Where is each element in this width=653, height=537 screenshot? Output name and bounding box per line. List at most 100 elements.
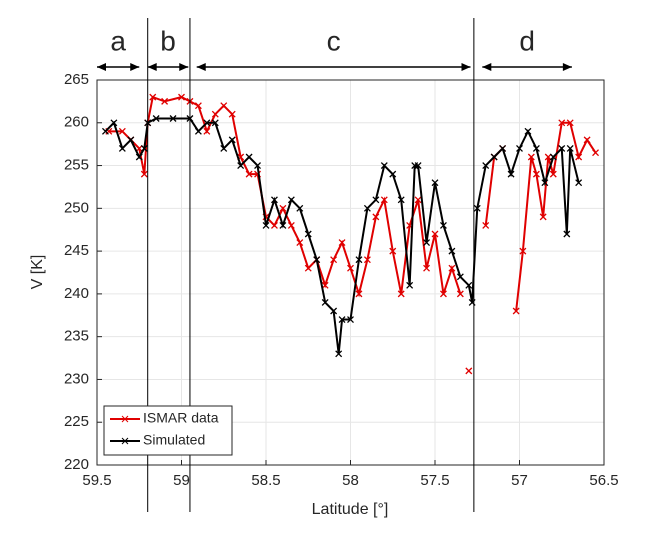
data-marker: [203, 127, 211, 135]
x-tick-label: 59.5: [82, 472, 111, 489]
data-marker: [532, 170, 540, 178]
data-marker: [473, 204, 481, 212]
data-marker: [558, 144, 566, 152]
y-tick-label: 235: [64, 328, 89, 345]
data-marker: [512, 307, 520, 315]
y-tick-label: 225: [64, 413, 89, 430]
data-marker: [330, 256, 338, 264]
plot-frame: [96, 79, 605, 466]
data-marker: [254, 162, 262, 170]
data-marker: [549, 153, 557, 161]
data-marker: [389, 170, 397, 178]
arrow-head: [179, 63, 189, 71]
data-marker: [363, 256, 371, 264]
region-label: d: [519, 25, 535, 56]
data-marker: [372, 196, 380, 204]
data-marker: [287, 196, 295, 204]
data-marker: [313, 256, 321, 264]
legend-label: ISMAR data: [143, 410, 219, 426]
data-marker: [194, 102, 202, 110]
x-tick-label: 58: [342, 472, 359, 489]
data-marker: [482, 221, 490, 229]
data-marker: [135, 153, 143, 161]
data-marker: [211, 119, 219, 127]
data-marker: [347, 316, 354, 324]
data-marker: [287, 221, 295, 229]
data-marker: [304, 230, 312, 238]
data-marker: [228, 110, 236, 118]
data-marker: [194, 127, 202, 135]
x-axis-label: Latitude [°]: [312, 501, 389, 518]
y-tick-label: 245: [64, 242, 89, 259]
data-marker: [397, 196, 405, 204]
legend-marker: [121, 415, 129, 423]
y-tick-label: 220: [64, 456, 89, 473]
data-marker: [406, 281, 414, 289]
data-marker: [363, 204, 371, 212]
data-marker: [203, 119, 211, 127]
data-marker: [355, 256, 363, 264]
data-marker: [389, 247, 397, 255]
data-marker: [519, 247, 527, 255]
y-tick-label: 250: [64, 199, 89, 216]
data-marker: [335, 350, 343, 358]
data-marker: [140, 170, 148, 178]
arrow-head: [562, 63, 572, 71]
data-marker: [439, 221, 447, 229]
region-label: a: [110, 25, 126, 56]
data-marker: [482, 162, 490, 170]
data-marker: [507, 170, 515, 178]
data-marker: [527, 153, 535, 161]
data-marker: [448, 247, 456, 255]
y-tick-label: 240: [64, 285, 89, 302]
data-marker: [439, 290, 447, 298]
arrow-head: [147, 63, 157, 71]
data-marker: [380, 162, 388, 170]
data-marker: [558, 119, 566, 127]
x-tick-label: 59: [173, 472, 190, 489]
data-marker: [296, 204, 304, 212]
x-tick-label: 57.5: [420, 472, 449, 489]
data-marker: [372, 213, 380, 221]
data-marker: [532, 144, 540, 152]
region-label: b: [160, 25, 176, 56]
legend-label: Simulated: [143, 432, 205, 448]
data-marker: [110, 119, 118, 127]
arrow-head: [482, 63, 492, 71]
arrow-head: [130, 63, 140, 71]
data-marker: [583, 136, 591, 144]
region-label: c: [327, 25, 341, 56]
data-marker: [465, 281, 473, 289]
data-marker: [541, 179, 549, 187]
data-marker: [140, 144, 148, 152]
data-marker: [338, 239, 346, 247]
data-marker: [499, 144, 507, 152]
data-marker: [544, 153, 552, 161]
data-marker: [338, 316, 346, 324]
data-marker: [539, 213, 547, 221]
data-marker: [414, 162, 422, 170]
data-marker: [592, 149, 600, 157]
data-marker: [423, 264, 431, 272]
data-marker: [270, 196, 278, 204]
data-marker: [237, 162, 245, 170]
data-marker: [228, 136, 236, 144]
data-marker: [321, 298, 329, 306]
data-marker: [118, 144, 126, 152]
data-marker: [549, 170, 557, 178]
data-marker: [347, 264, 354, 272]
data-marker: [524, 127, 532, 135]
data-marker: [423, 239, 431, 247]
arrow-head: [461, 63, 471, 71]
data-marker: [575, 179, 583, 187]
y-axis-label: V [K]: [29, 255, 46, 290]
x-tick-label: 58.5: [251, 472, 280, 489]
data-marker: [279, 221, 287, 229]
data-marker: [161, 97, 169, 105]
legend: ISMAR data Simulated: [103, 405, 233, 456]
data-marker: [465, 367, 473, 375]
data-marker: [152, 115, 160, 122]
legend-marker: [121, 437, 129, 445]
data-marker: [431, 230, 439, 238]
